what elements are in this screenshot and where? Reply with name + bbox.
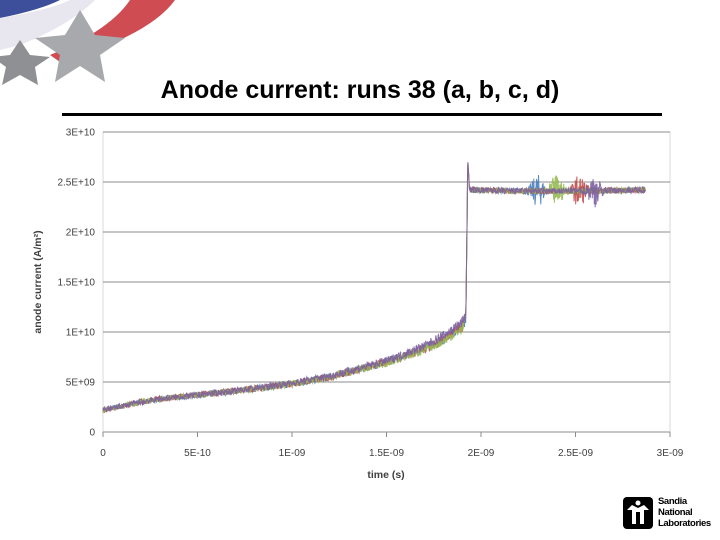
y-tick-label: 3E+10 bbox=[66, 128, 96, 139]
x-tick-label: 2E-09 bbox=[468, 448, 495, 459]
y-tick-label: 1.5E+10 bbox=[57, 278, 95, 289]
x-tick-label: 5E-10 bbox=[184, 448, 211, 459]
y-tick-label: 2.5E+10 bbox=[57, 178, 95, 189]
slide-title: Anode current: runs 38 (a, b, c, d) bbox=[160, 76, 560, 104]
y-tick-label: 2E+10 bbox=[66, 228, 96, 239]
y-tick-label: 0 bbox=[89, 428, 95, 439]
x-tick-label: 3E-09 bbox=[657, 448, 684, 459]
logo-line: National bbox=[658, 507, 693, 518]
y-tick-label: 5E+09 bbox=[66, 378, 96, 389]
logo-line: Laboratories bbox=[658, 518, 711, 529]
sandia-logo: Sandia National Laboratories bbox=[622, 496, 714, 534]
x-tick-label: 1.5E-09 bbox=[369, 448, 404, 459]
thunderbird-icon bbox=[623, 497, 653, 529]
series-line-2 bbox=[102, 165, 646, 414]
series-line-4 bbox=[102, 162, 646, 413]
star-swoosh-logo bbox=[0, 0, 175, 85]
logo-line: Sandia bbox=[658, 496, 687, 507]
series-line-1 bbox=[102, 167, 646, 413]
series-line-3 bbox=[102, 163, 646, 414]
y-axis-label: anode current (A/m²) bbox=[32, 230, 44, 333]
x-tick-label: 1E-09 bbox=[279, 448, 306, 459]
sandia-logo-text: Sandia National Laboratories bbox=[658, 496, 711, 529]
x-tick-label: 0 bbox=[100, 448, 106, 459]
x-tick-label: 2.5E-09 bbox=[558, 448, 593, 459]
y-tick-label: 1E+10 bbox=[66, 328, 96, 339]
x-axis-label: time (s) bbox=[367, 469, 404, 481]
title-underline bbox=[62, 113, 662, 116]
